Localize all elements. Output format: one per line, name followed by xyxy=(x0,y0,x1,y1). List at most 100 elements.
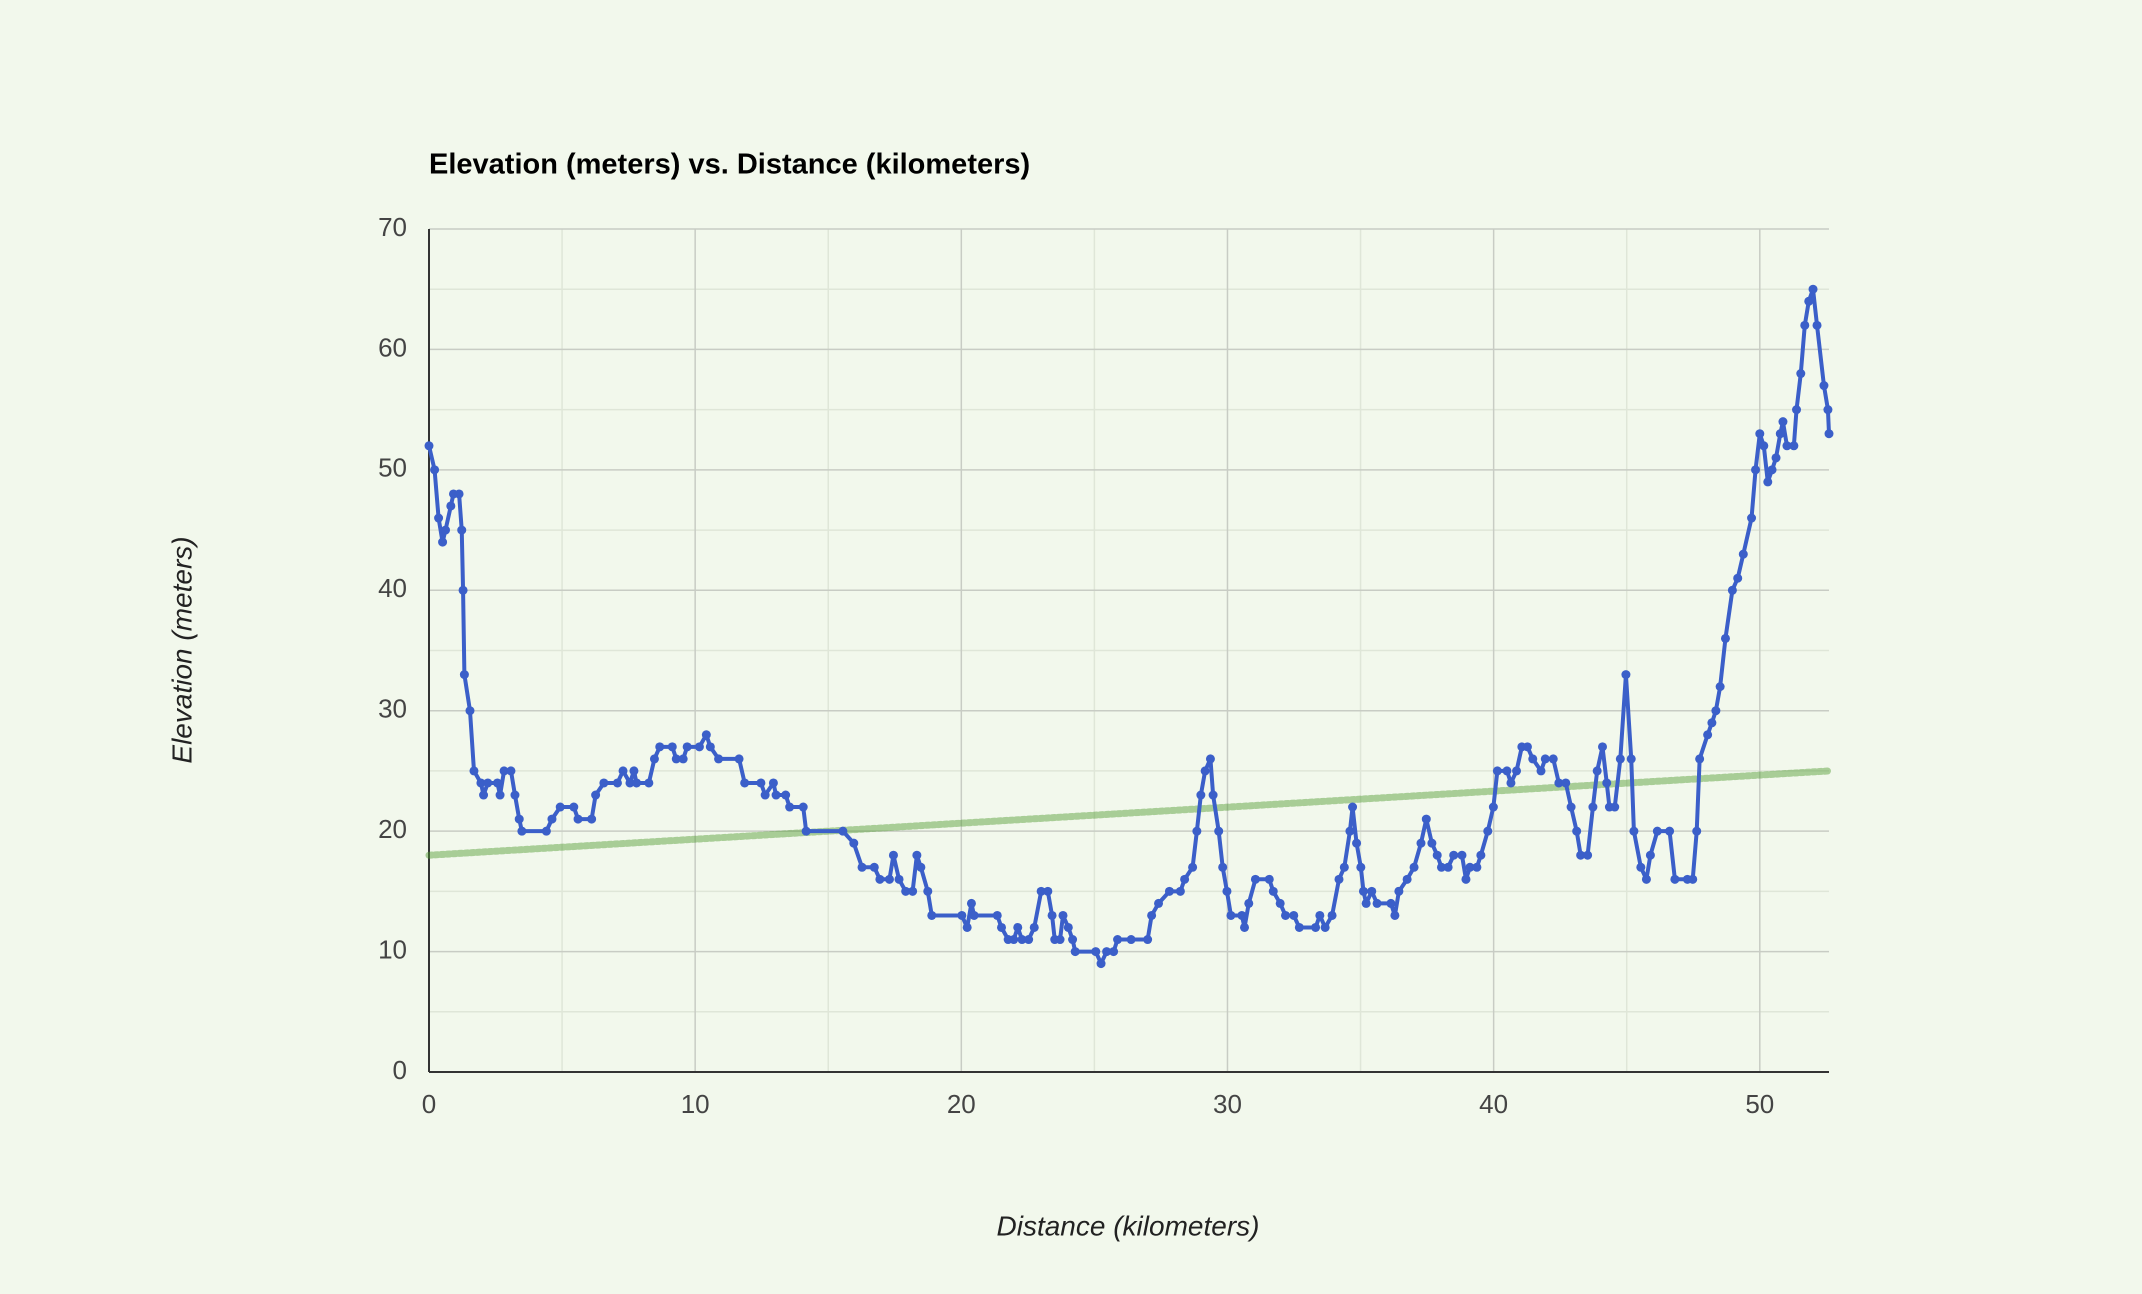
data-point xyxy=(1196,790,1206,800)
data-point xyxy=(1205,754,1215,764)
data-point xyxy=(1692,826,1702,836)
data-point xyxy=(1180,874,1190,884)
data-point xyxy=(705,742,715,752)
data-point xyxy=(916,862,926,872)
data-point xyxy=(962,922,972,932)
data-point xyxy=(1281,910,1291,920)
y-tick-label: 60 xyxy=(378,332,407,362)
data-point xyxy=(1143,935,1153,945)
data-point xyxy=(618,766,628,776)
data-point xyxy=(1528,754,1538,764)
data-point xyxy=(434,513,444,523)
y-tick-label: 10 xyxy=(378,934,407,964)
data-point xyxy=(1311,922,1321,932)
data-point xyxy=(446,501,456,511)
data-point xyxy=(483,778,493,788)
x-tick-label: 20 xyxy=(947,1089,976,1119)
data-point xyxy=(1421,814,1431,824)
data-point xyxy=(1289,910,1299,920)
data-point xyxy=(1222,886,1232,896)
data-point xyxy=(1200,766,1210,776)
data-point xyxy=(1626,754,1636,764)
data-point xyxy=(1572,826,1582,836)
plot-area xyxy=(424,284,1834,969)
data-point xyxy=(1188,862,1198,872)
data-point xyxy=(798,802,808,812)
data-point xyxy=(1597,742,1607,752)
data-point xyxy=(1327,910,1337,920)
data-point xyxy=(514,814,524,824)
data-point xyxy=(1416,838,1426,848)
data-point xyxy=(875,874,885,884)
data-point xyxy=(1670,874,1680,884)
data-point xyxy=(1465,862,1475,872)
data-point xyxy=(781,790,791,800)
data-point xyxy=(1386,898,1396,908)
data-point xyxy=(667,742,677,752)
data-point xyxy=(1808,284,1818,294)
data-point xyxy=(1372,898,1382,908)
data-point xyxy=(1237,910,1247,920)
data-point xyxy=(1733,573,1743,583)
data-point xyxy=(1055,935,1065,945)
data-point xyxy=(625,778,635,788)
data-point xyxy=(1334,874,1344,884)
data-point xyxy=(1024,935,1034,945)
data-point xyxy=(1536,766,1546,776)
data-point xyxy=(1367,886,1377,896)
data-point xyxy=(1755,429,1765,439)
data-point xyxy=(1013,922,1023,932)
data-point xyxy=(465,706,475,716)
data-point xyxy=(888,850,898,860)
data-point xyxy=(1636,862,1646,872)
data-point xyxy=(1436,862,1446,872)
data-point xyxy=(1763,477,1773,487)
data-point xyxy=(1394,886,1404,896)
data-point xyxy=(1665,826,1675,836)
data-point xyxy=(1096,959,1106,969)
data-point xyxy=(1043,886,1053,896)
data-point xyxy=(1449,850,1459,860)
data-point xyxy=(785,802,795,812)
data-point xyxy=(649,754,659,764)
data-point xyxy=(506,766,516,776)
data-point xyxy=(1778,417,1788,427)
data-point xyxy=(547,814,557,824)
x-tick-label: 30 xyxy=(1213,1089,1242,1119)
data-point xyxy=(1058,910,1068,920)
data-point xyxy=(1091,947,1101,957)
data-point xyxy=(1320,922,1330,932)
data-point xyxy=(1244,898,1254,908)
data-point xyxy=(1443,862,1453,872)
data-point xyxy=(458,585,468,595)
data-point xyxy=(587,814,597,824)
data-point xyxy=(869,862,879,872)
data-point xyxy=(1009,935,1019,945)
data-point xyxy=(1264,874,1274,884)
data-point xyxy=(1492,766,1502,776)
data-point xyxy=(655,742,665,752)
data-point xyxy=(1695,754,1705,764)
data-point xyxy=(629,766,639,776)
data-point xyxy=(1472,862,1482,872)
data-point xyxy=(912,850,922,860)
data-point xyxy=(701,730,711,740)
data-point xyxy=(1047,910,1057,920)
data-point xyxy=(1583,850,1593,860)
data-point xyxy=(1488,802,1498,812)
data-point xyxy=(1275,898,1285,908)
data-point xyxy=(499,766,509,776)
data-point xyxy=(1402,874,1412,884)
y-tick-label: 50 xyxy=(378,453,407,483)
data-point xyxy=(1796,369,1806,379)
data-point xyxy=(1036,886,1046,896)
data-point xyxy=(1804,296,1814,306)
data-point xyxy=(1147,910,1157,920)
data-point xyxy=(1823,405,1833,415)
data-point xyxy=(1548,754,1558,764)
data-point xyxy=(1738,549,1748,559)
data-point xyxy=(1345,826,1355,836)
data-point xyxy=(479,790,489,800)
x-tick-label: 10 xyxy=(681,1089,710,1119)
